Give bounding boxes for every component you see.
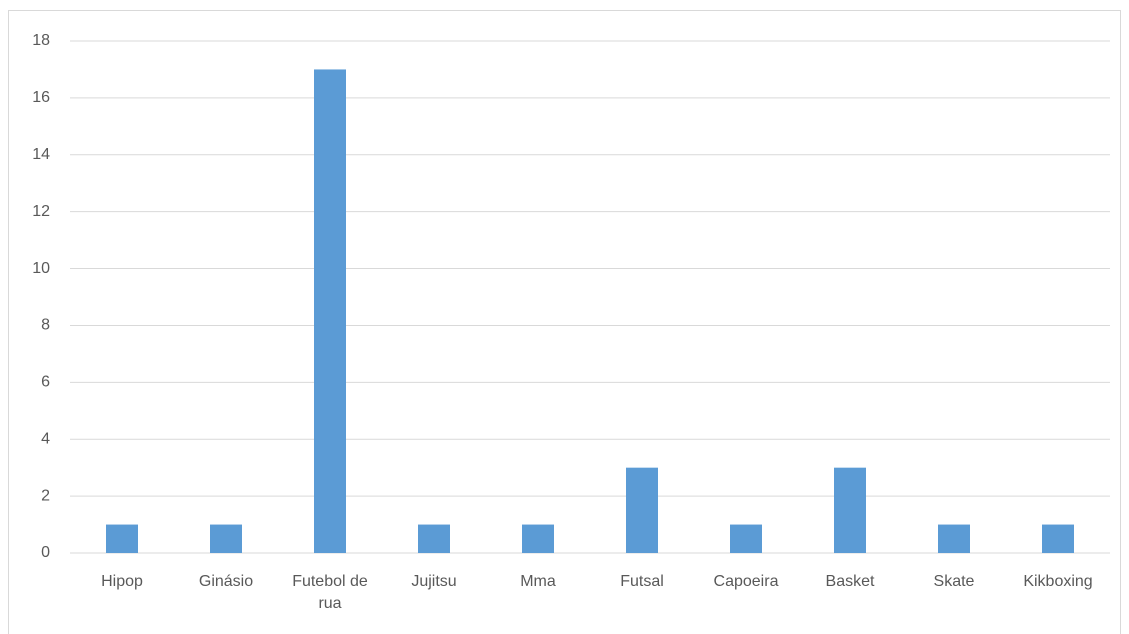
- y-tick-label: 2: [41, 487, 50, 504]
- bar: [626, 467, 658, 553]
- y-tick-label: 12: [32, 203, 50, 220]
- x-tick-label: Basket: [825, 573, 875, 590]
- y-tick-label: 6: [41, 374, 50, 391]
- x-tick-label: Ginásio: [198, 573, 254, 590]
- bar: [834, 467, 866, 553]
- bar: [1042, 524, 1074, 553]
- bar: [418, 524, 450, 553]
- x-tick-label: Hipop: [101, 573, 143, 590]
- x-tick-label: Capoeira: [713, 573, 779, 590]
- y-tick-label: 14: [32, 146, 50, 163]
- bar: [106, 524, 138, 553]
- x-tick-label: Mma: [520, 573, 556, 590]
- bar: [730, 524, 762, 553]
- y-tick-label: 8: [41, 317, 50, 334]
- bar: [522, 524, 554, 553]
- chart-frame: [8, 10, 1121, 634]
- x-tick-label: Futebol de rua: [292, 573, 368, 612]
- y-tick-label: 18: [32, 32, 50, 49]
- bar: [938, 524, 970, 553]
- x-tick-label: Skate: [933, 573, 975, 590]
- y-tick-label: 4: [41, 430, 50, 447]
- y-tick-label: 16: [32, 89, 50, 106]
- y-tick-label: 10: [32, 260, 50, 277]
- x-tick-label: Futsal: [620, 573, 664, 590]
- y-tick-label: 0: [41, 544, 50, 561]
- x-tick-label: Jujitsu: [411, 573, 457, 590]
- bar: [210, 524, 242, 553]
- x-tick-label: Kikboxing: [1023, 573, 1093, 590]
- bar: [314, 69, 346, 553]
